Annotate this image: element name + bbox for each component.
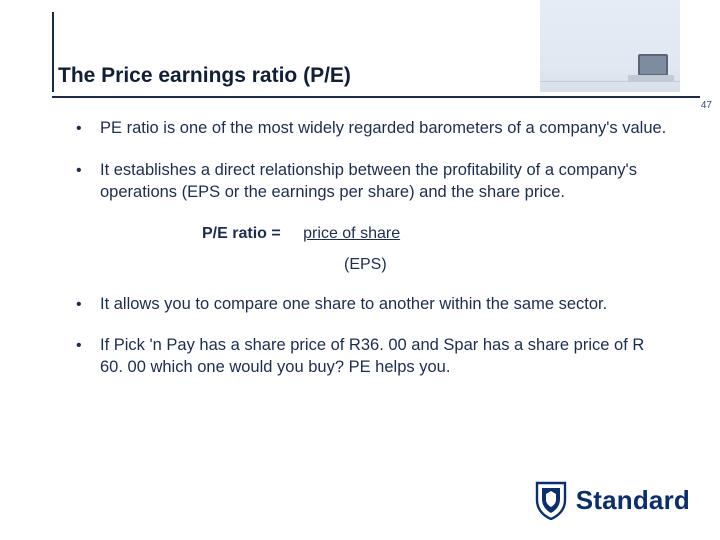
page-number: 47 bbox=[701, 100, 712, 111]
title-vertical-rule bbox=[52, 12, 54, 92]
formula-denominator: (EPS) bbox=[344, 254, 670, 275]
laptop-icon bbox=[624, 52, 674, 84]
bullet-item: If Pick 'n Pay has a share price of R36.… bbox=[72, 335, 670, 379]
title-horizontal-rule bbox=[52, 96, 700, 98]
brand-wordmark: Standard bbox=[576, 485, 690, 516]
formula-lhs: P/E ratio = bbox=[202, 225, 281, 242]
slide-title: The Price earnings ratio (P/E) bbox=[58, 64, 351, 88]
formula-line: P/E ratio = price of share bbox=[202, 223, 670, 244]
slide: The Price earnings ratio (P/E) 47 PE rat… bbox=[0, 0, 720, 540]
body-content: PE ratio is one of the most widely regar… bbox=[72, 118, 670, 399]
brand-logo: Standard bbox=[534, 480, 690, 520]
shield-icon bbox=[534, 480, 568, 520]
formula-numerator: price of share bbox=[303, 225, 400, 242]
bullet-item: It allows you to compare one share to an… bbox=[72, 294, 670, 316]
decorative-laptop-photo bbox=[540, 0, 680, 92]
bullet-item: PE ratio is one of the most widely regar… bbox=[72, 118, 670, 140]
bullet-item: It establishes a direct relationship bet… bbox=[72, 160, 670, 204]
